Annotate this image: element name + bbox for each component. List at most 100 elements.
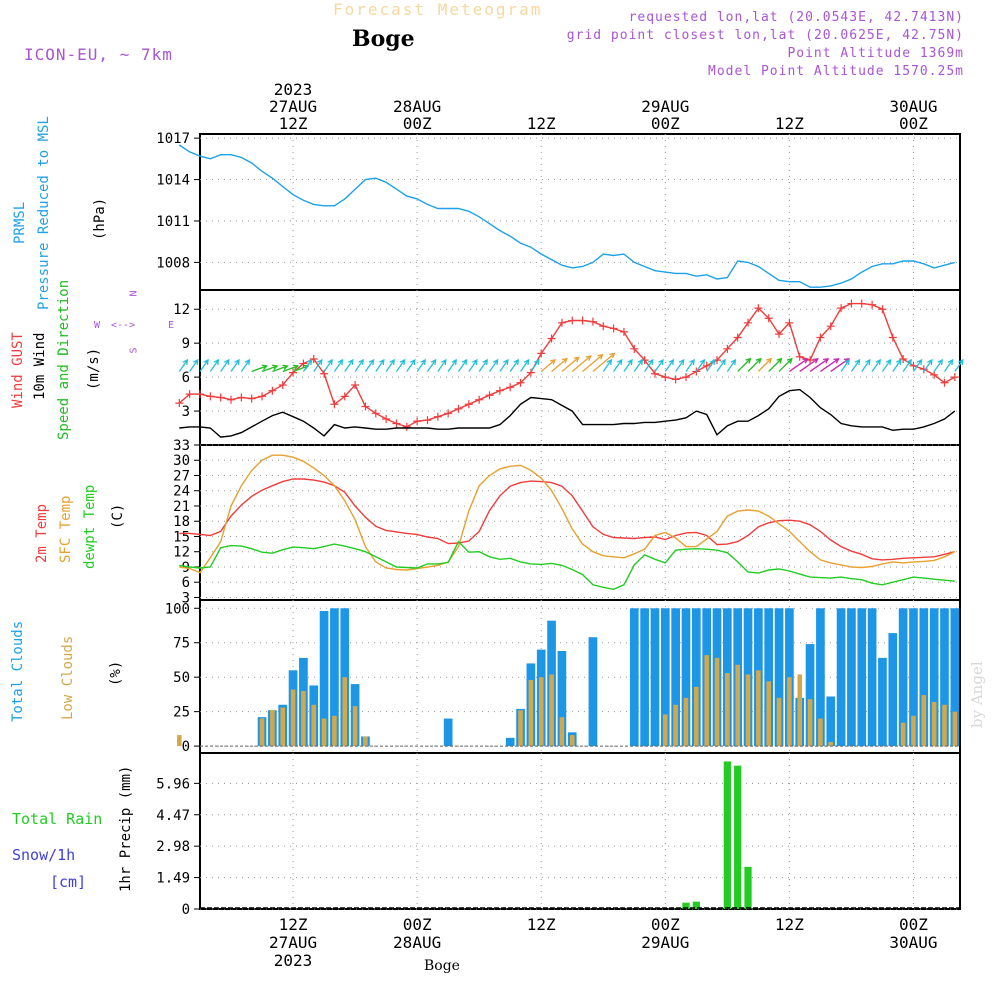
top-time-label: 29AUG [641,97,689,116]
precip-ytick-label: 0 [182,902,190,918]
low-cloud-bar [301,690,306,747]
wind-dir-arrow [861,359,871,372]
bottom-time-label: 27AUG [269,933,317,952]
wind-dir-arrow [313,359,323,372]
total-cloud-bar [650,608,660,747]
wind-dir-arrowhead [947,358,954,366]
gust-point [526,368,535,377]
wind-dir-arrow [333,359,343,372]
wind-dir-arrow [954,359,964,372]
low-cloud-bar [911,715,916,747]
pressure-line [178,144,955,288]
gust-point [464,400,473,409]
total-cloud-bar [681,608,691,747]
gust-point [764,314,773,323]
gust-point [888,333,897,342]
total-cloud-bar [940,608,949,747]
wind-dir-arrow [685,359,695,372]
wind-dir-arrow [509,359,519,372]
wind-dir-arrow [364,359,375,372]
low-cloud-bar [569,735,575,747]
wind-dir-arrow [582,354,603,372]
wind-dir-arrowhead [885,358,892,366]
compass-w: W [94,320,101,331]
wind-dir-arrowhead [689,358,695,366]
wind-dir-arrowhead [720,358,726,366]
total-cloud-bar [857,608,867,747]
gust-point [371,409,380,418]
bottom-time-label: 29AUG [641,933,689,952]
wind-dir-arrow [695,359,705,372]
bottom-time-label: 00Z [403,915,432,934]
wind-dir-arrowhead [865,358,871,366]
wind-dir-arrow [571,355,592,372]
wind-dir-arrowhead [854,358,861,366]
gust-point [413,417,422,426]
top-time-label: 00Z [899,114,928,133]
gust-point [733,333,742,342]
total-cloud-bar [671,608,680,747]
wind-dir-arrow [633,359,643,372]
wind-dir-arrow [240,359,250,372]
wind-dir-arrow [654,359,664,372]
top-time-label: 00Z [651,114,680,133]
wind-dir-arrowhead [379,358,385,366]
clouds-ytick-label: 100 [165,601,190,617]
temp-ytick-label: 15 [173,529,190,545]
bottom-time-label: 2023 [274,951,313,970]
gust-point [868,300,877,309]
wind-dir-arrow [789,358,808,372]
wind-dir-arrowhead [272,364,279,371]
wind-dir-arrow [757,358,772,372]
wind-dir-arrow [457,359,468,372]
gust-point [547,334,556,343]
low-cloud-bar [828,741,834,747]
wind-dir-arrow [395,359,406,372]
wind-dir-arrowhead [534,358,540,366]
gust-point [930,370,939,379]
wind-dir-arrowhead [561,357,568,364]
wind-dir-arrow [902,359,912,372]
low-cloud-bar [663,714,668,747]
bottom-time-label: 28AUG [393,933,441,952]
wind-dir-arrowhead [647,358,654,366]
gust-point [175,399,184,408]
temp-ytick-label: 12 [173,545,190,561]
wind-dir-arrow [406,359,416,372]
total-cloud-bar [629,608,639,747]
gust-point [857,299,866,308]
low-cloud-bar [704,655,709,747]
low-cloud-bar [673,704,678,747]
model-altitude: Model Point Altitude 1570.25m [708,64,964,79]
precip-frame [199,752,961,910]
wind-dir-arrowhead [549,359,557,365]
location-title: Boge [352,26,415,52]
wind-dir-arrow [675,359,685,372]
pressure-ytick-label: 1008 [156,255,190,271]
wind-dir-arrow [220,359,230,372]
wind-dir-arrow [499,359,509,372]
wind-dir-arrowhead [358,358,364,366]
wind-dir-arrow [437,359,447,372]
wind-dir-arrow [426,359,437,372]
wind-dir-arrowhead [513,358,520,366]
gust-point [950,373,959,382]
grid-point-coords: grid point closest lon,lat (20.0625E, 42… [566,28,964,43]
total-cloud-bar [330,608,339,747]
wind-dir-arrow [530,359,540,372]
wind-dir-arrowhead [755,357,762,364]
top-time-label: 12Z [279,114,308,133]
wind-dir-arrowhead [234,358,240,366]
clouds-ytick-label: 75 [173,636,190,652]
top-time-label: 27AUG [269,97,317,116]
low-cloud-bar [177,735,182,747]
total-cloud-bar [888,633,898,747]
wind-dir-arrowhead [627,358,633,366]
wind-dir-arrow [943,359,954,372]
bottom-time-label: 12Z [279,915,308,934]
wind-dir-arrow [178,359,188,372]
low-cloud-bar [745,674,751,747]
total-cloud-bar [764,608,774,747]
wind-dir-arrow [189,359,199,372]
gust-point [681,373,690,382]
